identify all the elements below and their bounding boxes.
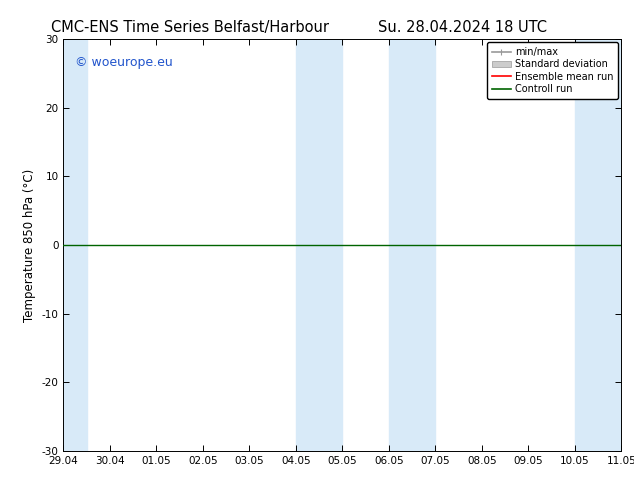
Text: © woeurope.eu: © woeurope.eu bbox=[75, 56, 172, 69]
Bar bbox=[296, 39, 342, 451]
Text: Su. 28.04.2024 18 UTC: Su. 28.04.2024 18 UTC bbox=[378, 20, 547, 35]
Legend: min/max, Standard deviation, Ensemble mean run, Controll run: min/max, Standard deviation, Ensemble me… bbox=[487, 42, 618, 99]
Bar bbox=[63, 39, 87, 451]
Title: CMC-ENS Time Series Belfast/Harbour     Su. 28.04.2024 18 UTC: CMC-ENS Time Series Belfast/Harbour Su. … bbox=[0, 489, 1, 490]
Y-axis label: Temperature 850 hPa (°C): Temperature 850 hPa (°C) bbox=[23, 169, 36, 321]
Bar bbox=[575, 39, 621, 451]
Text: CMC-ENS Time Series Belfast/Harbour: CMC-ENS Time Series Belfast/Harbour bbox=[51, 20, 329, 35]
Bar bbox=[389, 39, 436, 451]
